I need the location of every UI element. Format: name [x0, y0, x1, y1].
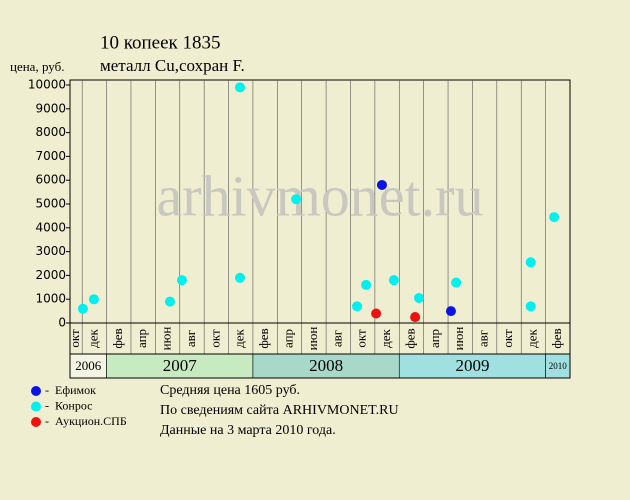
- y-tick-label: 10000: [28, 78, 66, 92]
- y-tick-label: 6000: [35, 173, 66, 187]
- year-label: 2007: [163, 356, 198, 375]
- note: Данные на 3 марта 2010 года.: [160, 423, 336, 438]
- legend-dash: -: [45, 383, 49, 397]
- chart-title: 10 копеек 1835: [100, 32, 221, 53]
- y-tick-label: 9000: [35, 101, 66, 115]
- x-tick-label: апр: [280, 329, 295, 348]
- data-point: [165, 296, 175, 307]
- data-point: [451, 277, 462, 288]
- x-tick-label: окт: [354, 329, 369, 348]
- year-label: 2009: [455, 356, 489, 375]
- legend-marker: [31, 386, 41, 396]
- x-tick-label: авг: [329, 330, 344, 347]
- x-tick-label: дек: [232, 328, 247, 347]
- chart-subtitle: металл Cu,сохран F.: [100, 56, 245, 75]
- note: По сведениям сайта ARHIVMONET.RU: [160, 403, 399, 418]
- year-label: 2006: [75, 358, 102, 373]
- plot-frame: [69, 79, 571, 379]
- x-tick-label: июн: [451, 327, 466, 351]
- y-axis-label: цена, руб.: [10, 59, 64, 74]
- y-tick-label: 5000: [35, 197, 66, 211]
- x-tick-label: июн: [159, 327, 174, 351]
- legend-dash: -: [45, 398, 49, 412]
- x-tick-label: дек: [378, 328, 393, 347]
- data-point: [376, 179, 387, 190]
- legend-label: Конрос: [55, 398, 92, 412]
- data-point: [235, 82, 245, 93]
- y-tick-label: 4000: [35, 220, 66, 234]
- data-point: [291, 194, 302, 205]
- legend-dash: -: [45, 414, 49, 428]
- x-tick-label: фев: [402, 328, 417, 348]
- x-tick-label: фев: [110, 328, 125, 348]
- data-point: [176, 275, 187, 286]
- y-tick-label: 0: [58, 316, 66, 330]
- note: Средняя цена 1605 руб.: [160, 383, 300, 398]
- data-point: [410, 312, 421, 323]
- data-point: [88, 294, 99, 305]
- x-tick-label: фев: [549, 328, 564, 348]
- legend-label: Аукцион.СПБ: [55, 414, 127, 428]
- x-tick-label: фев: [256, 328, 271, 348]
- x-tick-label: авг: [476, 330, 491, 347]
- data-point: [371, 308, 382, 319]
- y-tick-label: 1000: [35, 292, 66, 306]
- year-label: 2010: [549, 361, 568, 371]
- year-label: 2008: [309, 356, 343, 375]
- data-point: [445, 306, 456, 317]
- x-tick-label: апр: [134, 329, 149, 348]
- year-band: [398, 353, 546, 379]
- x-tick-label: июн: [305, 327, 320, 351]
- x-tick-label: авг: [183, 330, 198, 347]
- x-tick-label: окт: [500, 329, 515, 348]
- y-tick-label: 3000: [35, 244, 66, 258]
- legend-label: Ефимок: [55, 383, 96, 397]
- data-point: [77, 303, 88, 314]
- data-point: [525, 257, 536, 268]
- y-tick-label: 2000: [35, 268, 66, 282]
- data-point: [361, 279, 372, 290]
- data-point: [525, 301, 536, 312]
- year-band: [69, 353, 107, 379]
- legend-marker: [31, 417, 41, 427]
- data-point: [235, 272, 245, 283]
- y-tick-label: 7000: [35, 149, 66, 163]
- data-point: [549, 212, 560, 223]
- x-tick-label: окт: [207, 329, 222, 348]
- data-point: [414, 293, 425, 304]
- watermark: arhivmonet.ru: [157, 163, 484, 228]
- x-tick-label: дек: [85, 328, 100, 347]
- x-tick-label: окт: [67, 329, 82, 348]
- x-tick-label: дек: [524, 328, 539, 347]
- legend-marker: [31, 401, 41, 412]
- x-tick-label: апр: [427, 329, 442, 348]
- data-point: [388, 275, 399, 286]
- data-point: [352, 301, 363, 312]
- year-band: [106, 353, 254, 379]
- y-tick-label: 8000: [35, 125, 66, 139]
